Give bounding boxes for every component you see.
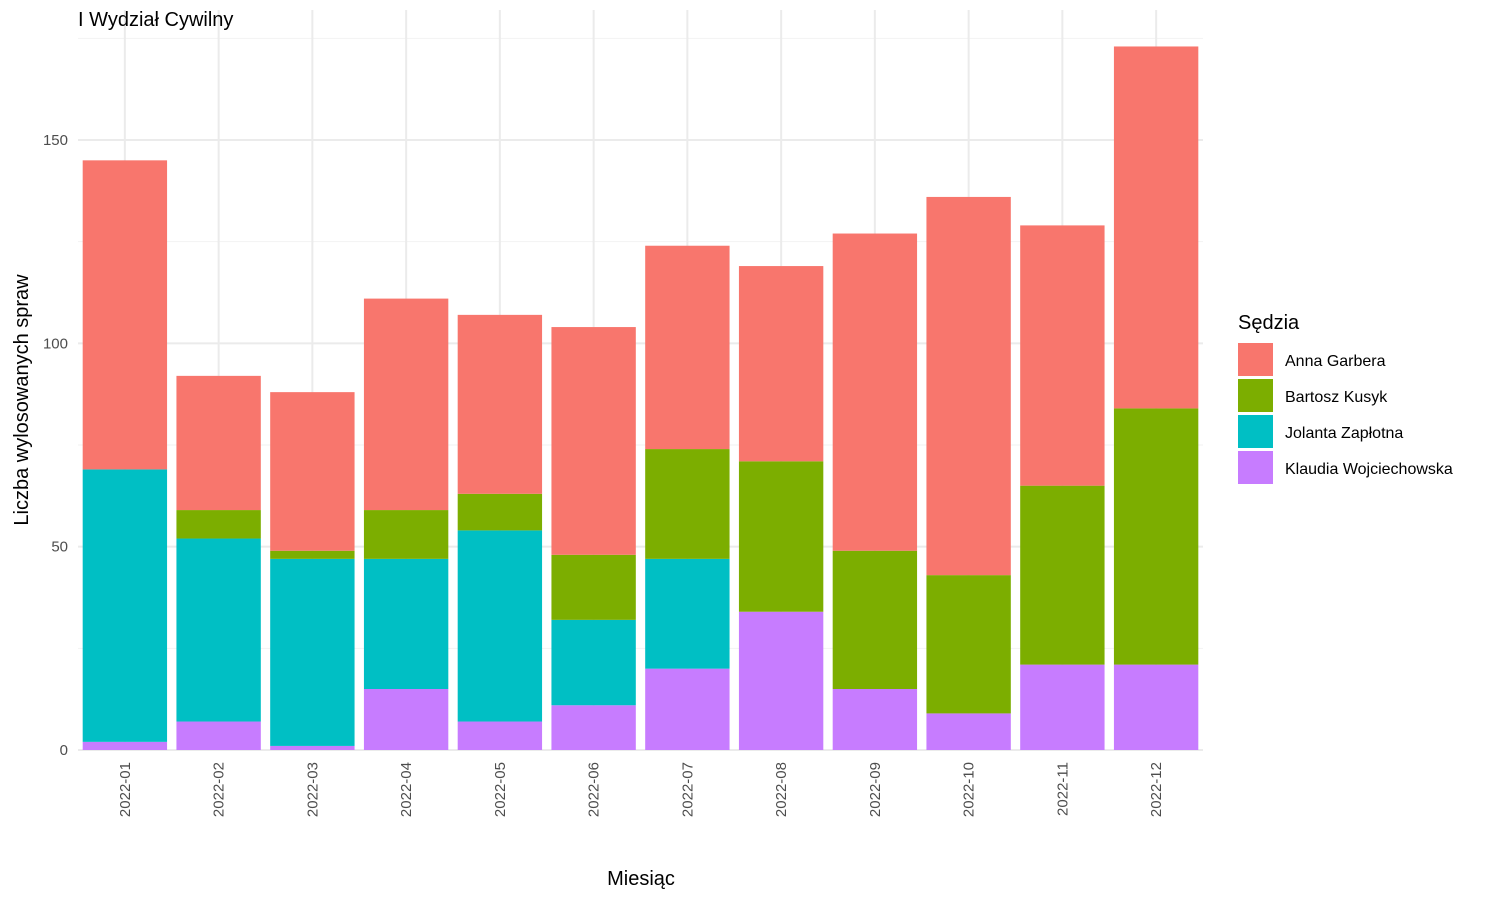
x-tick-label: 2022-02: [211, 762, 228, 817]
bar-segment: [270, 558, 355, 746]
bar-segment: [926, 196, 1011, 576]
legend-label: Jolanta Zapłotna: [1285, 425, 1403, 442]
bar-segment: [82, 741, 168, 750]
x-tick-label: 2022-03: [304, 762, 321, 817]
bar-segment: [1113, 46, 1199, 409]
bars: [82, 46, 1199, 750]
x-tick-label: 2022-10: [961, 762, 978, 817]
bar-segment: [270, 550, 355, 559]
y-tick-label: 0: [60, 742, 68, 759]
legend-label: Klaudia Wojciechowska: [1285, 461, 1453, 478]
y-axis-ticks: 0 50 100 150: [43, 132, 68, 759]
bar-segment: [645, 668, 730, 750]
x-tick-label: 2022-08: [773, 762, 790, 817]
bar-segment: [176, 510, 261, 539]
bar-segment: [363, 510, 449, 559]
bar-segment: [551, 705, 636, 750]
x-tick-label: 2022-11: [1054, 762, 1071, 816]
bar-segment: [551, 327, 636, 555]
x-axis-title: Miesiąc: [607, 868, 675, 890]
legend-swatch: [1238, 379, 1273, 412]
y-tick-label: 50: [51, 539, 68, 556]
bar-segment: [926, 713, 1011, 750]
legend-title: Sędzia: [1238, 312, 1300, 334]
x-tick-label: 2022-07: [679, 762, 696, 817]
bar-segment: [457, 721, 543, 750]
x-tick-label: 2022-06: [586, 762, 603, 817]
bar-segment: [176, 375, 261, 511]
bar-segment: [645, 245, 730, 450]
bar-segment: [1020, 664, 1105, 750]
bar-segment: [176, 538, 261, 722]
x-tick-label: 2022-04: [398, 762, 415, 817]
bar-segment: [738, 461, 824, 612]
bar-segment: [82, 469, 168, 742]
bar-segment: [176, 721, 261, 750]
bar-segment: [457, 493, 543, 531]
bar-segment: [926, 575, 1011, 714]
x-tick-label: 2022-01: [117, 762, 134, 817]
bar-segment: [738, 266, 824, 462]
bar-segment: [1020, 225, 1105, 486]
bar-segment: [363, 689, 449, 750]
bar-segment: [1113, 408, 1199, 665]
bar-segment: [457, 314, 543, 494]
legend-swatch: [1238, 451, 1273, 484]
legend-label: Anna Garbera: [1285, 353, 1386, 370]
bar-segment: [363, 298, 449, 511]
bar-segment: [363, 558, 449, 689]
legend-swatch: [1238, 415, 1273, 448]
x-axis-ticks: 2022-01 2022-02 2022-03 2022-04 2022-05 2022-…: [117, 762, 1165, 817]
bar-segment: [832, 689, 918, 750]
legend: Sędzia Anna Garbera Bartosz Kusyk Jolanta …: [1238, 312, 1453, 484]
bar-segment: [270, 392, 355, 551]
bar-segment: [1113, 664, 1199, 750]
x-tick-label: 2022-09: [867, 762, 884, 817]
y-tick-label: 150: [43, 132, 68, 149]
chart-title: I Wydział Cywilny: [78, 9, 233, 31]
bar-segment: [457, 530, 543, 722]
y-axis-title: Liczba wylosowanych spraw: [11, 274, 33, 526]
legend-label: Bartosz Kusyk: [1285, 389, 1388, 406]
bar-segment: [1020, 485, 1105, 665]
bar-segment: [82, 160, 168, 470]
bar-segment: [832, 550, 918, 689]
x-tick-label: 2022-12: [1148, 762, 1165, 817]
bar-segment: [551, 554, 636, 620]
legend-swatch: [1238, 343, 1273, 376]
bar-segment: [645, 449, 730, 559]
y-tick-label: 100: [43, 335, 68, 352]
bar-segment: [551, 619, 636, 706]
x-tick-label: 2022-05: [492, 762, 509, 817]
bar-segment: [270, 745, 355, 750]
bar-segment: [645, 558, 730, 669]
bar-segment: [832, 233, 918, 551]
bar-segment: [738, 611, 824, 750]
